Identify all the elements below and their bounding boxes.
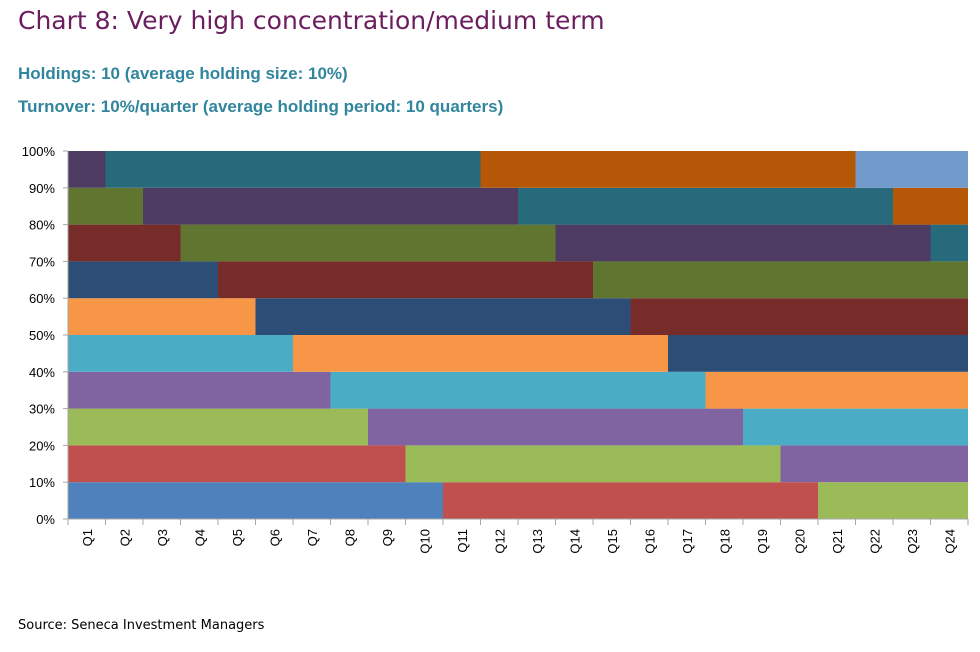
holding-bar-60-70-3 bbox=[593, 261, 968, 299]
holding-bar-50-60-2 bbox=[255, 298, 631, 335]
x-tick-label: Q17 bbox=[680, 529, 695, 554]
holding-bar-0-10-3 bbox=[818, 482, 968, 519]
holding-bar-10-20-1 bbox=[68, 445, 406, 483]
holding-bar-30-40-1 bbox=[68, 371, 331, 409]
x-tick-label: Q14 bbox=[567, 529, 582, 554]
y-tick-label: 0% bbox=[36, 512, 55, 527]
chart-subtitle-turnover: Turnover: 10%/quarter (average holding p… bbox=[18, 97, 504, 116]
holding-bar-70-80-3 bbox=[555, 224, 931, 262]
y-tick-label: 100% bbox=[22, 144, 56, 159]
holding-bar-90-100-4 bbox=[855, 151, 968, 188]
y-tick-label: 10% bbox=[29, 475, 55, 490]
x-tick-label: Q5 bbox=[230, 529, 245, 546]
holding-bar-30-40-3 bbox=[705, 371, 968, 409]
x-tick-label: Q7 bbox=[305, 529, 320, 546]
holding-bar-80-90-4 bbox=[893, 187, 968, 225]
y-tick-label: 90% bbox=[29, 181, 55, 196]
x-tick-label: Q21 bbox=[830, 529, 845, 554]
x-tick-label: Q11 bbox=[455, 529, 470, 553]
y-tick-label: 60% bbox=[29, 291, 55, 306]
x-tick-label: Q22 bbox=[867, 529, 882, 554]
holding-bar-80-90-1 bbox=[68, 187, 143, 225]
holding-bar-0-10-2 bbox=[443, 482, 818, 519]
x-tick-label: Q9 bbox=[380, 529, 395, 546]
x-tick-label: Q24 bbox=[942, 529, 957, 554]
x-tick-label: Q13 bbox=[530, 529, 545, 554]
y-tick-label: 30% bbox=[29, 402, 55, 417]
source-note: Source: Seneca Investment Managers bbox=[18, 618, 265, 633]
holding-bar-70-80-2 bbox=[180, 224, 556, 262]
holding-bar-30-40-2 bbox=[330, 371, 706, 409]
holding-bar-60-70-2 bbox=[218, 261, 593, 299]
x-tick-label: Q4 bbox=[192, 529, 207, 546]
x-tick-label: Q1 bbox=[80, 529, 95, 546]
holding-bar-60-70-1 bbox=[68, 261, 218, 299]
holding-bar-10-20-3 bbox=[780, 445, 968, 483]
holding-bar-10-20-2 bbox=[405, 445, 781, 483]
y-tick-label: 70% bbox=[29, 254, 55, 269]
x-tick-label: Q6 bbox=[267, 529, 282, 546]
x-tick-label: Q18 bbox=[717, 529, 732, 554]
holding-bar-40-50-1 bbox=[68, 335, 293, 372]
axes-layer: 0% 10% 20% 30% 40% 50% 60% 70% 80% 90% 100% Q1 Q2 Q3 Q… bbox=[22, 144, 969, 554]
y-tick-label: 40% bbox=[29, 365, 55, 380]
holding-bar-20-30-1 bbox=[68, 408, 368, 446]
stacked-bar-chart: 0% 10% 20% 30% 40% 50% 60% 70% 80% 90% 100% Q1 Q2 Q3 Q… bbox=[22, 144, 969, 554]
y-tick-label: 80% bbox=[29, 218, 55, 233]
holding-bar-70-80-4 bbox=[930, 224, 968, 262]
chart-subtitle-holdings: Holdings: 10 (average holding size: 10%) bbox=[18, 64, 348, 83]
holding-bar-80-90-2 bbox=[143, 187, 518, 225]
x-tick-label: Q19 bbox=[755, 529, 770, 554]
holding-bar-70-80-1 bbox=[68, 224, 181, 262]
x-tick-label: Q15 bbox=[605, 529, 620, 554]
holding-bar-90-100-3 bbox=[480, 151, 856, 188]
holding-bar-90-100-1 bbox=[68, 151, 106, 188]
holding-bar-50-60-3 bbox=[630, 298, 968, 335]
y-tick-label: 50% bbox=[29, 328, 55, 343]
holding-bar-20-30-2 bbox=[368, 408, 743, 446]
holding-bar-90-100-2 bbox=[105, 151, 481, 188]
holding-bar-50-60-1 bbox=[68, 298, 256, 335]
x-tick-label: Q12 bbox=[492, 529, 507, 554]
holding-bar-40-50-3 bbox=[668, 335, 968, 372]
x-tick-label: Q16 bbox=[642, 529, 657, 554]
bars-layer bbox=[68, 151, 968, 519]
x-tick-label: Q3 bbox=[155, 529, 170, 546]
holding-bar-80-90-3 bbox=[518, 187, 893, 225]
y-tick-label: 20% bbox=[29, 438, 55, 453]
holding-bar-0-10-1 bbox=[68, 482, 443, 519]
holding-bar-20-30-3 bbox=[743, 408, 968, 446]
chart-title: Chart 8: Very high concentration/medium … bbox=[18, 6, 605, 35]
x-tick-label: Q2 bbox=[117, 529, 132, 546]
x-tick-label: Q23 bbox=[905, 529, 920, 554]
holding-bar-40-50-2 bbox=[293, 335, 668, 372]
x-tick-label: Q10 bbox=[417, 529, 432, 554]
x-tick-label: Q20 bbox=[792, 529, 807, 554]
x-tick-label: Q8 bbox=[342, 529, 357, 546]
